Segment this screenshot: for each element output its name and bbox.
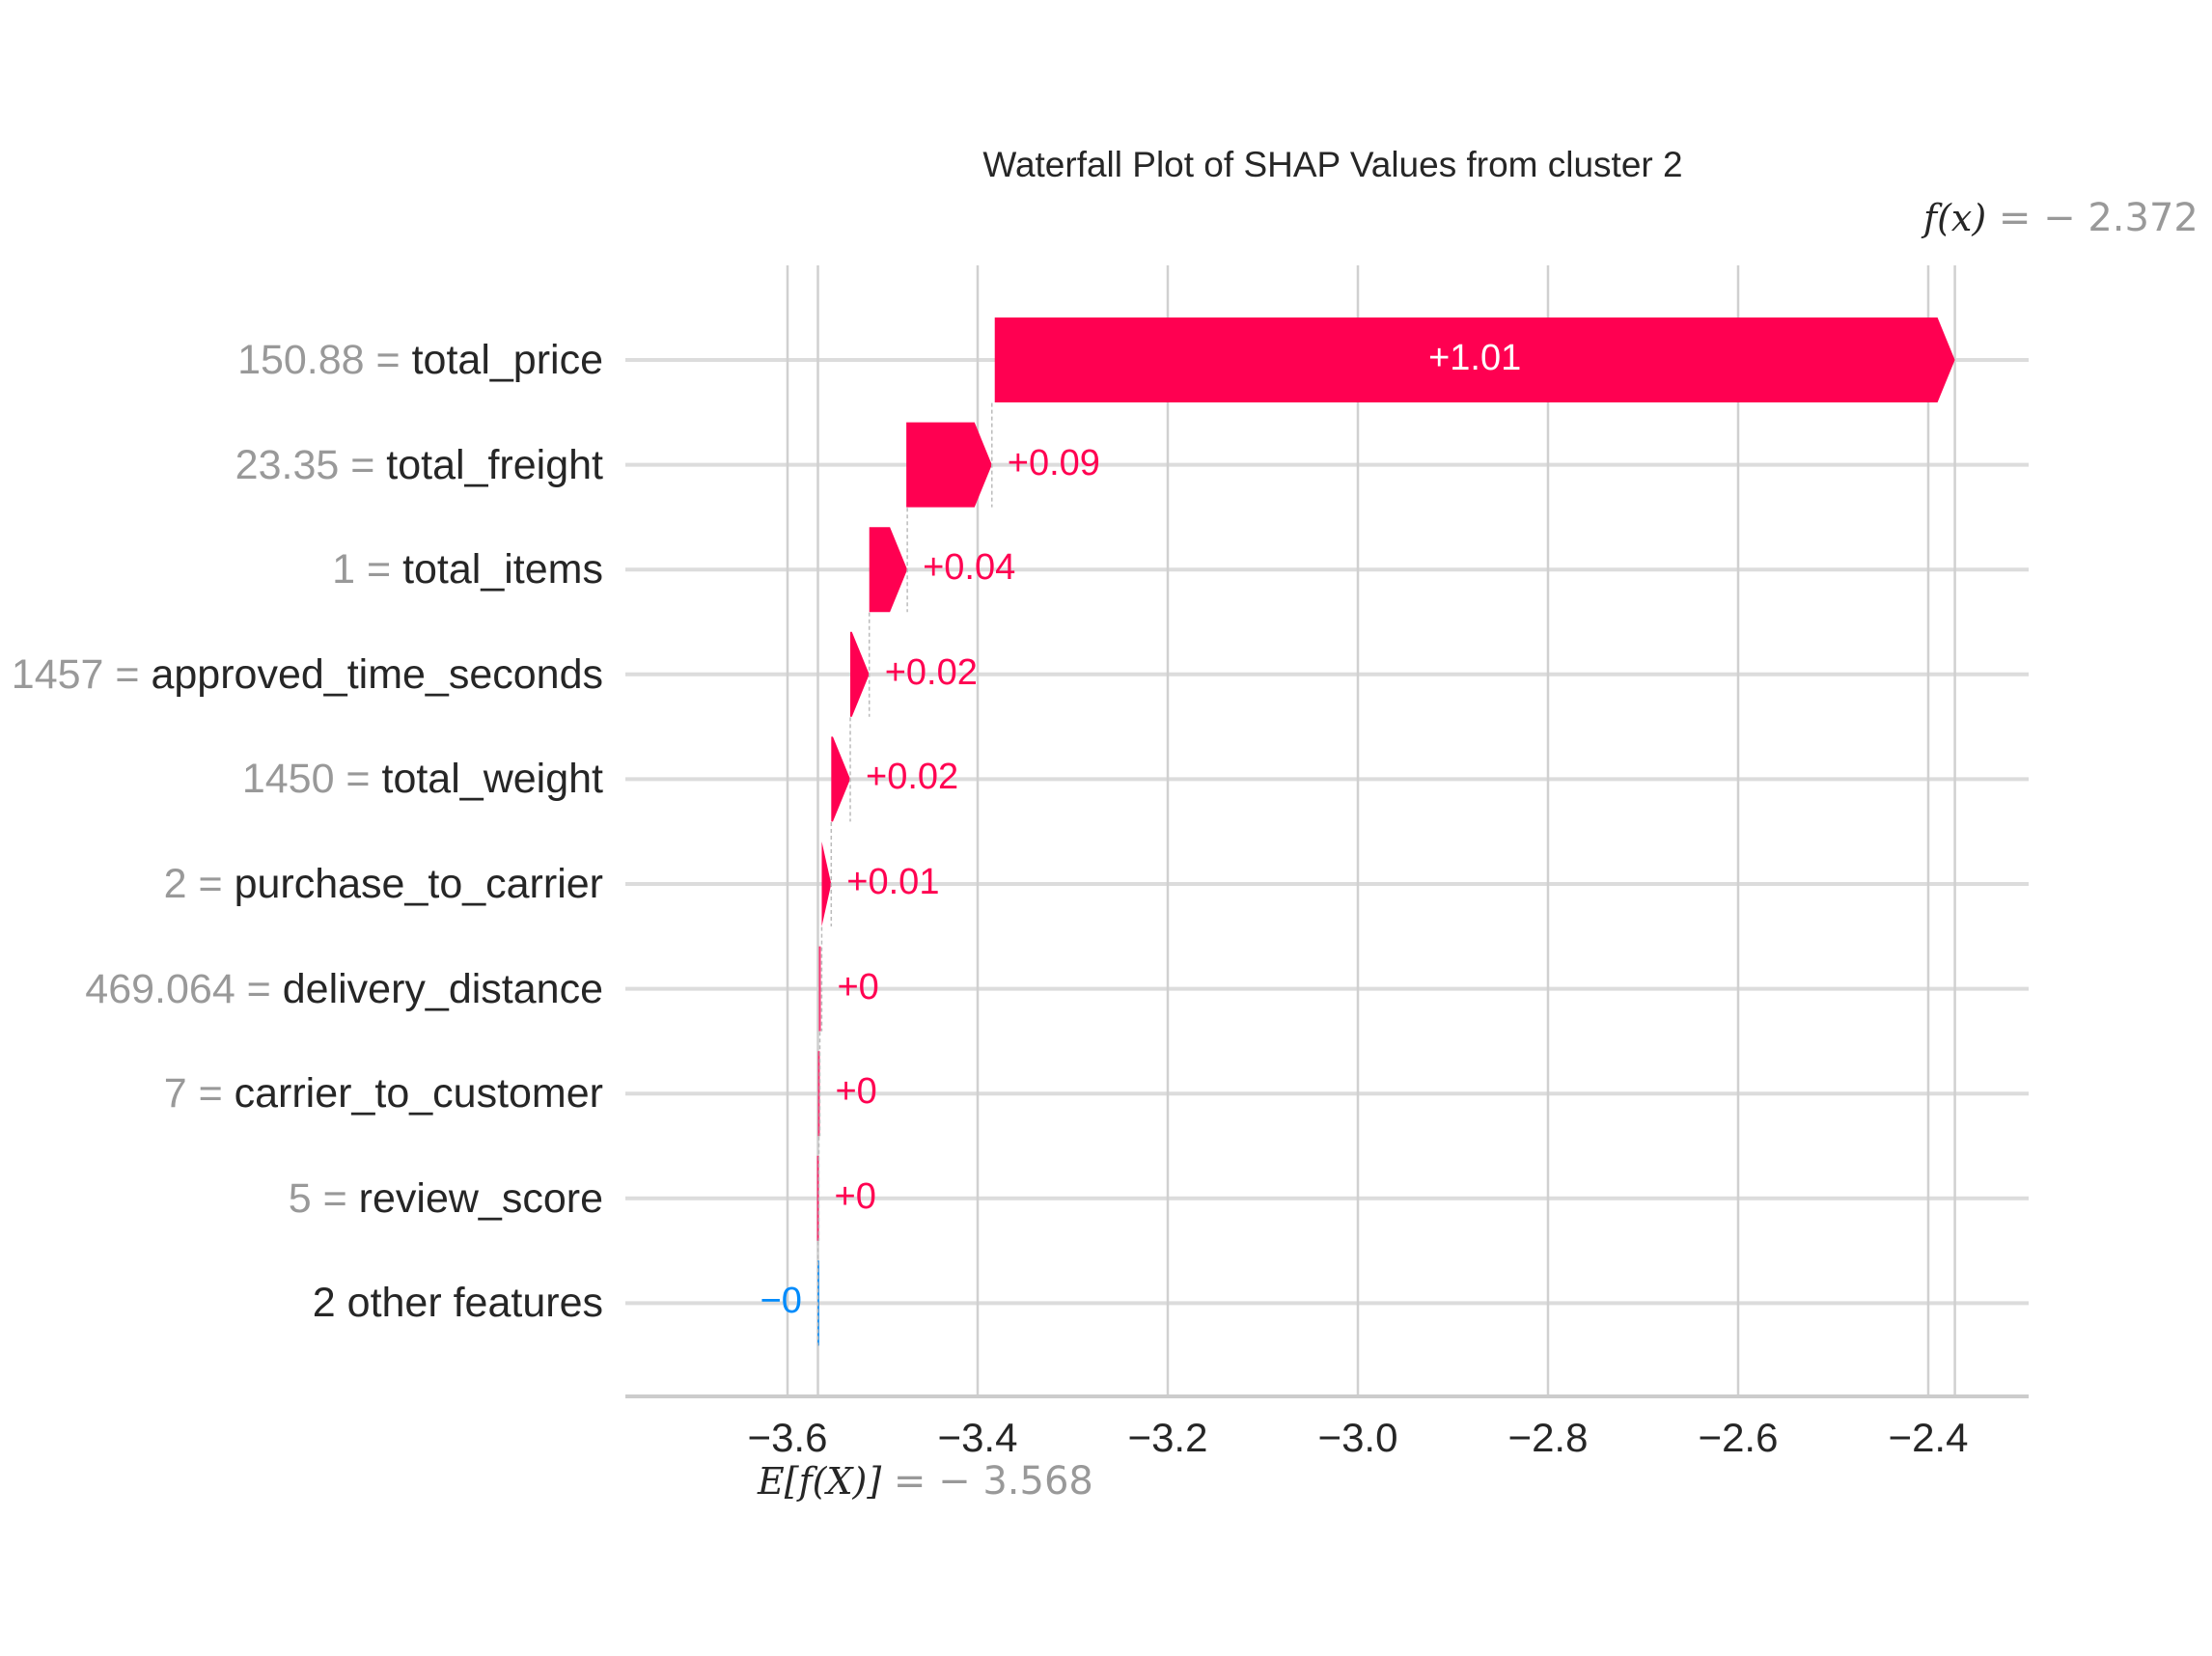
feature-label: 2 other features (313, 1279, 603, 1327)
shap-value-label: +0.09 (1007, 442, 1100, 483)
shap-value-label: +0 (837, 966, 879, 1007)
shap-value-label: +0.04 (923, 547, 1016, 589)
chart-title: Waterfall Plot of SHAP Values from clust… (982, 145, 1683, 184)
shap-bar (831, 736, 851, 822)
feature-label: 1 = total_items (332, 545, 603, 593)
x-tick-label: −2.4 (1888, 1415, 1969, 1460)
feature-name: 2 other features (312, 1280, 603, 1327)
feature-value: 469.064 = (85, 965, 283, 1012)
shap-value-label: +0 (835, 1071, 877, 1113)
feature-name: total_price (411, 337, 603, 383)
feature-label: 150.88 = total_price (237, 336, 603, 384)
x-tick-label: −3.4 (937, 1415, 1018, 1460)
x-tick-label: −2.8 (1507, 1415, 1589, 1460)
shap-value-label: +0.01 (846, 862, 940, 902)
feature-name: delivery_distance (282, 965, 603, 1012)
expected-value: − 3.568 (938, 1459, 1093, 1504)
expected-value-equals: = (881, 1459, 939, 1504)
feature-value: 2 = (163, 861, 235, 907)
feature-value: 23.35 = (235, 441, 387, 488)
shap-value-label: +0.02 (884, 651, 978, 693)
feature-name: total_freight (386, 441, 603, 488)
feature-label: 5 = review_score (289, 1174, 603, 1223)
feature-value: 7 = (163, 1070, 235, 1118)
expected-value-symbol: E[f(X)] (758, 1460, 882, 1503)
feature-label: 2 = purchase_to_carrier (164, 860, 603, 908)
feature-label: 23.35 = total_freight (235, 441, 603, 489)
feature-label: 1450 = total_weight (242, 755, 603, 803)
feature-name: total_items (402, 546, 603, 593)
output-value-label: f(x) = − 2.372 (1923, 196, 2198, 240)
feature-name: review_score (358, 1174, 603, 1222)
feature-name: carrier_to_customer (234, 1070, 603, 1118)
feature-name: total_weight (381, 756, 604, 803)
feature-value: 5 = (288, 1174, 359, 1222)
shap-bar (994, 317, 1955, 402)
shap-value-label: −0 (760, 1281, 802, 1322)
shap-bar (906, 422, 992, 508)
fx-value: − 2.372 (2043, 196, 2198, 240)
feature-name: purchase_to_carrier (234, 861, 603, 907)
shap-bar (850, 631, 870, 717)
shap-value-label: +1.01 (1428, 338, 1522, 378)
shap-bar (821, 842, 832, 926)
shap-value-label: +0.02 (866, 757, 959, 798)
feature-value: 1 = (332, 546, 403, 593)
feature-value: 150.88 = (237, 337, 412, 383)
feature-name: approved_time_seconds (151, 650, 603, 698)
base-value-label: E[f(X)] = − 3.568 (758, 1459, 1093, 1504)
fx-equals: = (1986, 196, 2044, 240)
x-tick-label: −3.0 (1317, 1415, 1398, 1460)
x-tick-label: −3.2 (1127, 1415, 1208, 1460)
feature-label: 1457 = approved_time_seconds (12, 650, 603, 699)
feature-value: 1450 = (241, 756, 382, 803)
x-tick-label: −2.6 (1698, 1415, 1779, 1460)
feature-label: 469.064 = delivery_distance (85, 965, 603, 1013)
feature-value: 1457 = (11, 650, 152, 698)
fx-symbol: f(x) (1923, 197, 1987, 239)
shap-value-label: +0 (834, 1175, 876, 1217)
shap-bar (869, 527, 908, 613)
x-tick-label: −3.6 (747, 1415, 828, 1460)
feature-label: 7 = carrier_to_customer (164, 1069, 603, 1118)
